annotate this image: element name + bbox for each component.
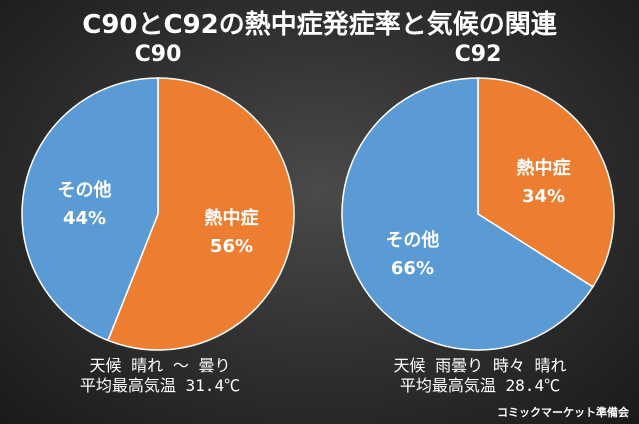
pie-slice-c92-1 <box>341 77 594 351</box>
weather-c92: 天候 雨曇り 時々 晴れ <box>393 356 567 375</box>
slice-value-c92-0: 34% <box>522 186 565 207</box>
pie-slice-c90-1 <box>21 77 159 342</box>
slice-value-c92-1: 66% <box>391 258 434 279</box>
slice-value-c90-0: 56% <box>210 236 253 257</box>
slice-label-c90-0: 熱中症 <box>204 207 258 229</box>
pie-slice-c92-0 <box>477 77 615 288</box>
temperature-c92: 平均最高気温 28.4℃ <box>399 376 561 395</box>
slice-label-c90-1: その他 <box>58 179 112 201</box>
weather-c90: 天候 晴れ ～ 曇り <box>89 356 231 375</box>
pie-chart-c92: 熱中症 34% その他 66% <box>341 77 615 351</box>
pie-slice-c90-0 <box>106 77 295 351</box>
chart-title-c92: C92 <box>454 42 502 67</box>
credit-text: コミックマーケット準備会 <box>497 406 629 419</box>
temperature-c90: 平均最高気温 31.4℃ <box>79 376 241 395</box>
chart-title-c90: C90 <box>134 42 182 67</box>
page-title: C90とC92の熱中症発症率と気候の関連 <box>82 10 557 40</box>
slice-label-c92-0: 熱中症 <box>517 157 571 179</box>
slice-label-c92-1: その他 <box>385 229 439 251</box>
pie-chart-c90: 熱中症 56% その他 44% <box>21 77 295 351</box>
slice-value-c90-1: 44% <box>63 208 106 229</box>
